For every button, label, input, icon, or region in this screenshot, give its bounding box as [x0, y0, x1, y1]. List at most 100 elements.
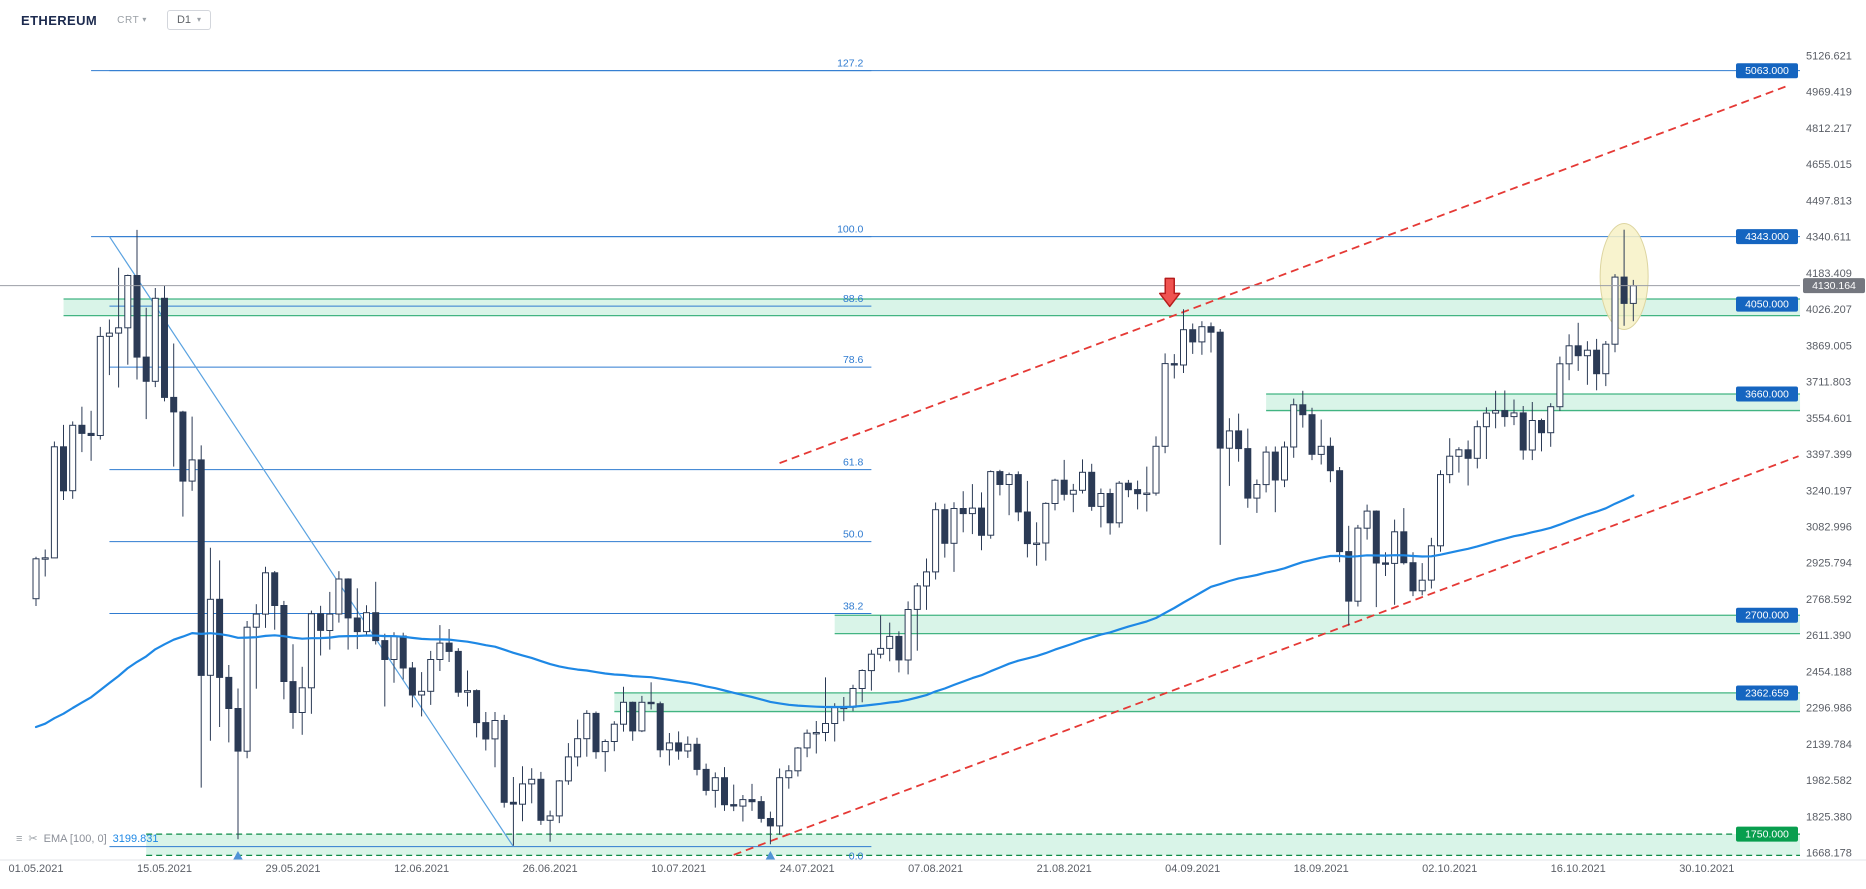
candle-body [399, 635, 407, 669]
price-level-badge-bg [1736, 386, 1798, 402]
time-axis[interactable]: 01.05.2021 15.05.2021 29.05.2021 12.06.2021… [8, 863, 1734, 875]
candle-body [1152, 445, 1160, 494]
candle-body [307, 613, 315, 689]
candle-body [344, 578, 352, 619]
price-level-badge: 5063.000 [1736, 63, 1798, 79]
candle-body [987, 471, 995, 536]
candle-body [1115, 482, 1123, 524]
candle-body [1088, 471, 1096, 507]
candle-body [1528, 420, 1536, 451]
support-zone[interactable] [1266, 394, 1801, 411]
candle-body [693, 743, 701, 770]
candle-body [1051, 479, 1059, 505]
fib-level-label: 100.0 [837, 224, 863, 236]
channel-upper-line[interactable] [779, 84, 1790, 464]
candle-body [197, 459, 205, 676]
down-arrow-annotation[interactable] [1158, 277, 1181, 308]
candle-body [886, 635, 894, 649]
timeframe-label: D1 [176, 14, 192, 26]
price-axis-label: 1825.380 [1806, 811, 1852, 823]
candle-body [381, 640, 389, 660]
candle-body [151, 297, 159, 382]
candle-body [353, 617, 361, 633]
candle-body [1161, 363, 1169, 447]
candle-body [822, 723, 829, 733]
price-axis-label: 3711.803 [1806, 377, 1851, 389]
candle-body [1446, 455, 1454, 476]
candle-body [785, 770, 793, 779]
candle-body [1482, 412, 1490, 428]
candle-body [1583, 349, 1591, 357]
ema-line [34, 494, 1635, 729]
candle-body [96, 335, 104, 436]
price-axis-label: 4183.409 [1806, 268, 1852, 280]
candle-body [1308, 414, 1316, 455]
candle-body [537, 778, 545, 821]
candle-body [950, 508, 958, 544]
chart-type-label: CRT [117, 14, 140, 26]
candle-body [1427, 545, 1435, 581]
candle-body [564, 756, 572, 782]
candle-body [546, 815, 554, 821]
candle-body [739, 799, 747, 807]
candle-body [124, 275, 132, 329]
candle-body [665, 742, 673, 751]
time-axis-label: 07.08.2021 [908, 863, 963, 875]
timeframe-dropdown[interactable]: D1 ▾ [166, 10, 212, 30]
candle-body [363, 612, 370, 633]
price-axis-label: 3397.399 [1806, 449, 1852, 461]
support-zone[interactable] [834, 615, 1800, 634]
time-axis-label: 15.05.2021 [137, 863, 192, 875]
time-axis-label: 01.05.2021 [8, 863, 63, 875]
candle-body [1198, 326, 1206, 343]
support-zone[interactable] [63, 299, 1801, 316]
candle-body [941, 509, 949, 544]
price-axis-label: 5126.621 [1806, 51, 1852, 63]
indicator-menu-icon[interactable]: ≡ [16, 832, 23, 845]
chevron-down-icon: ▾ [142, 15, 147, 24]
candle-body [1180, 329, 1187, 366]
candle-body [528, 778, 536, 785]
time-axis-label: 10.07.2021 [651, 863, 706, 875]
fib-level-label: 0.0 [849, 851, 864, 863]
candle-body [1519, 412, 1527, 451]
drawing-anchor-marker[interactable] [232, 851, 243, 860]
candle-body [968, 507, 976, 515]
candle-body [647, 701, 655, 705]
candle-body [1372, 510, 1380, 564]
candle-body [1005, 474, 1013, 486]
candle-body [711, 777, 719, 791]
candle-body [1455, 449, 1463, 457]
price-axis-label: 1668.178 [1806, 848, 1852, 860]
candle-body [555, 780, 563, 817]
candle-body [243, 626, 251, 752]
price-axis[interactable]: 5126.621 4969.419 4812.217 4655.015 4497.813… [1806, 51, 1852, 860]
price-axis-label: 3869.005 [1806, 340, 1852, 352]
fib-level-label: 50.0 [843, 529, 864, 541]
candle-body [1556, 363, 1564, 408]
price-axis-label: 1982.582 [1806, 775, 1852, 787]
candle-body [408, 667, 416, 696]
chart-type-dropdown[interactable]: CRT ▾ [117, 15, 147, 26]
price-level-badge-bg [1736, 826, 1798, 842]
price-axis-label: 2611.390 [1806, 630, 1851, 642]
price-level-badge: 2362.659 [1736, 685, 1798, 701]
candle-body [1317, 445, 1325, 455]
candle-body [216, 598, 224, 678]
candle-body [583, 712, 591, 740]
support-zone[interactable] [614, 692, 1801, 712]
current-price-badge-bg [1803, 278, 1865, 294]
fib-level-label: 61.8 [843, 457, 864, 469]
indicator-remove-icon[interactable]: ✂ [28, 832, 38, 845]
candle-body [473, 690, 481, 724]
candle-body [1629, 285, 1637, 304]
price-axis-label: 4969.419 [1806, 87, 1852, 99]
candle-body [1225, 430, 1233, 449]
drawing-anchor-marker[interactable] [765, 851, 776, 860]
price-level-badge-bg [1736, 229, 1798, 245]
fib-level-label: 88.6 [843, 293, 864, 305]
support-zone[interactable] [146, 834, 1800, 856]
fib-trendline[interactable] [108, 236, 514, 847]
channel-lower-line[interactable] [733, 455, 1799, 856]
